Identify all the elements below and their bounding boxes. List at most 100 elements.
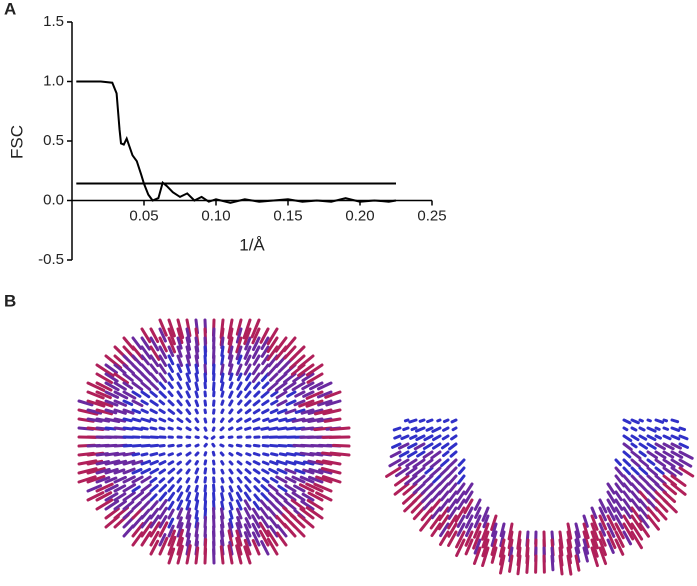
direction-stick	[113, 372, 130, 385]
direction-stick	[220, 468, 225, 475]
direction-stick	[158, 417, 167, 423]
direction-stick	[122, 459, 136, 466]
direction-stick	[185, 417, 192, 424]
direction-stick	[285, 460, 297, 466]
direction-stick	[220, 460, 225, 466]
direction-stick	[419, 514, 434, 532]
direction-stick	[227, 318, 234, 340]
direction-stick	[158, 533, 167, 547]
direction-stick	[420, 482, 434, 495]
direction-stick	[286, 390, 297, 398]
direction-stick	[220, 399, 225, 406]
direction-stick	[194, 521, 200, 538]
direction-stick	[278, 452, 288, 457]
direction-stick	[203, 515, 208, 529]
direction-stick	[447, 474, 458, 486]
x-tick-label: 0.20	[345, 207, 374, 224]
direction-stick	[185, 484, 191, 493]
direction-stick	[305, 363, 324, 377]
y-tick-label: 1.0	[43, 72, 64, 89]
direction-stick	[268, 467, 279, 475]
direction-stick	[194, 381, 200, 392]
direction-stick	[574, 530, 581, 547]
direction-stick	[412, 506, 426, 521]
direction-stick	[228, 540, 234, 556]
direction-stick	[606, 514, 617, 531]
direction-stick	[122, 390, 137, 400]
direction-stick	[140, 345, 152, 360]
direction-stick	[158, 327, 167, 343]
direction-stick	[456, 522, 466, 537]
direction-stick	[412, 458, 426, 469]
direction-stick	[104, 363, 119, 375]
direction-stick	[176, 499, 184, 511]
direction-stick	[252, 443, 261, 448]
direction-stick	[614, 482, 624, 494]
direction-stick	[167, 524, 175, 538]
direction-stick	[86, 484, 103, 493]
direction-stick	[300, 408, 315, 415]
direction-stick	[260, 345, 270, 358]
direction-stick	[622, 418, 632, 425]
direction-stick	[261, 408, 270, 415]
direction-stick	[140, 372, 152, 384]
direction-stick	[194, 417, 200, 424]
direction-stick	[670, 426, 681, 432]
direction-stick	[447, 522, 458, 538]
direction-stick	[167, 363, 175, 373]
direction-stick	[131, 390, 142, 398]
direction-stick	[301, 492, 315, 502]
direction-stick	[185, 468, 191, 475]
direction-stick	[176, 452, 183, 457]
direction-stick	[149, 426, 158, 431]
direction-stick	[245, 452, 252, 457]
direction-stick	[122, 467, 136, 475]
direction-stick	[235, 544, 243, 565]
direction-stick	[167, 399, 175, 407]
direction-stick	[122, 363, 135, 375]
direction-stick	[131, 443, 142, 448]
direction-stick	[158, 336, 168, 353]
direction-stick	[122, 381, 134, 390]
direction-stick	[430, 450, 442, 460]
direction-stick	[176, 544, 184, 565]
direction-stick	[630, 514, 643, 532]
direction-stick	[316, 390, 333, 399]
direction-stick	[149, 408, 158, 415]
direction-stick	[158, 426, 166, 431]
direction-stick	[301, 372, 315, 382]
direction-stick	[158, 381, 167, 390]
direction-stick	[176, 336, 183, 350]
direction-stick	[228, 468, 234, 475]
direction-stick	[185, 532, 191, 547]
direction-stick	[630, 426, 638, 432]
direction-stick	[194, 509, 199, 520]
direction-stick	[245, 460, 252, 466]
direction-stick	[317, 399, 333, 407]
direction-stick	[167, 417, 174, 423]
direction-stick	[167, 372, 174, 382]
direction-stick	[646, 506, 661, 523]
direction-stick	[260, 336, 270, 351]
direction-stick	[275, 491, 288, 502]
direction-stick	[131, 417, 142, 423]
direction-stick	[104, 381, 120, 392]
direction-stick	[104, 390, 120, 399]
direction-stick	[252, 468, 261, 475]
direction-stick	[253, 477, 261, 484]
direction-stick	[472, 530, 482, 550]
direction-stick	[307, 491, 324, 502]
direction-stick	[654, 426, 661, 431]
direction-stick	[299, 507, 315, 520]
direction-stick	[400, 434, 410, 441]
direction-stick	[630, 506, 643, 523]
direction-stick	[203, 399, 208, 407]
direction-stick	[320, 467, 342, 475]
direction-stick	[662, 498, 678, 514]
direction-stick	[446, 498, 458, 513]
direction-stick	[104, 499, 120, 511]
direction-stick	[654, 498, 669, 513]
direction-stick	[282, 336, 297, 353]
direction-stick	[448, 442, 458, 451]
